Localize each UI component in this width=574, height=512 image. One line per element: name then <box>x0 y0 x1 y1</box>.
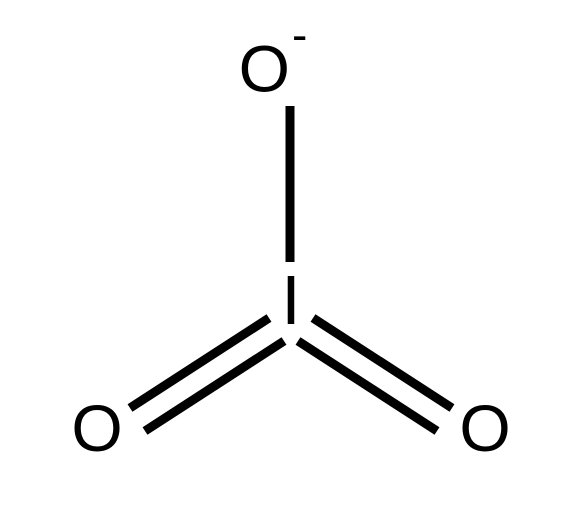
top-oxygen-symbol: O <box>239 32 290 106</box>
left-double-bond-a <box>130 318 269 408</box>
right-double-bond-a <box>313 318 452 408</box>
left-double-bond-b <box>145 341 284 431</box>
center-iodine-atom: I <box>281 260 300 340</box>
top-oxygen-charge: - <box>292 9 307 61</box>
right-oxygen-atom: O <box>459 390 510 466</box>
left-oxygen-atom: O <box>71 390 122 466</box>
right-double-bond-b <box>298 341 437 431</box>
top-oxygen-atom: O- <box>239 26 306 107</box>
